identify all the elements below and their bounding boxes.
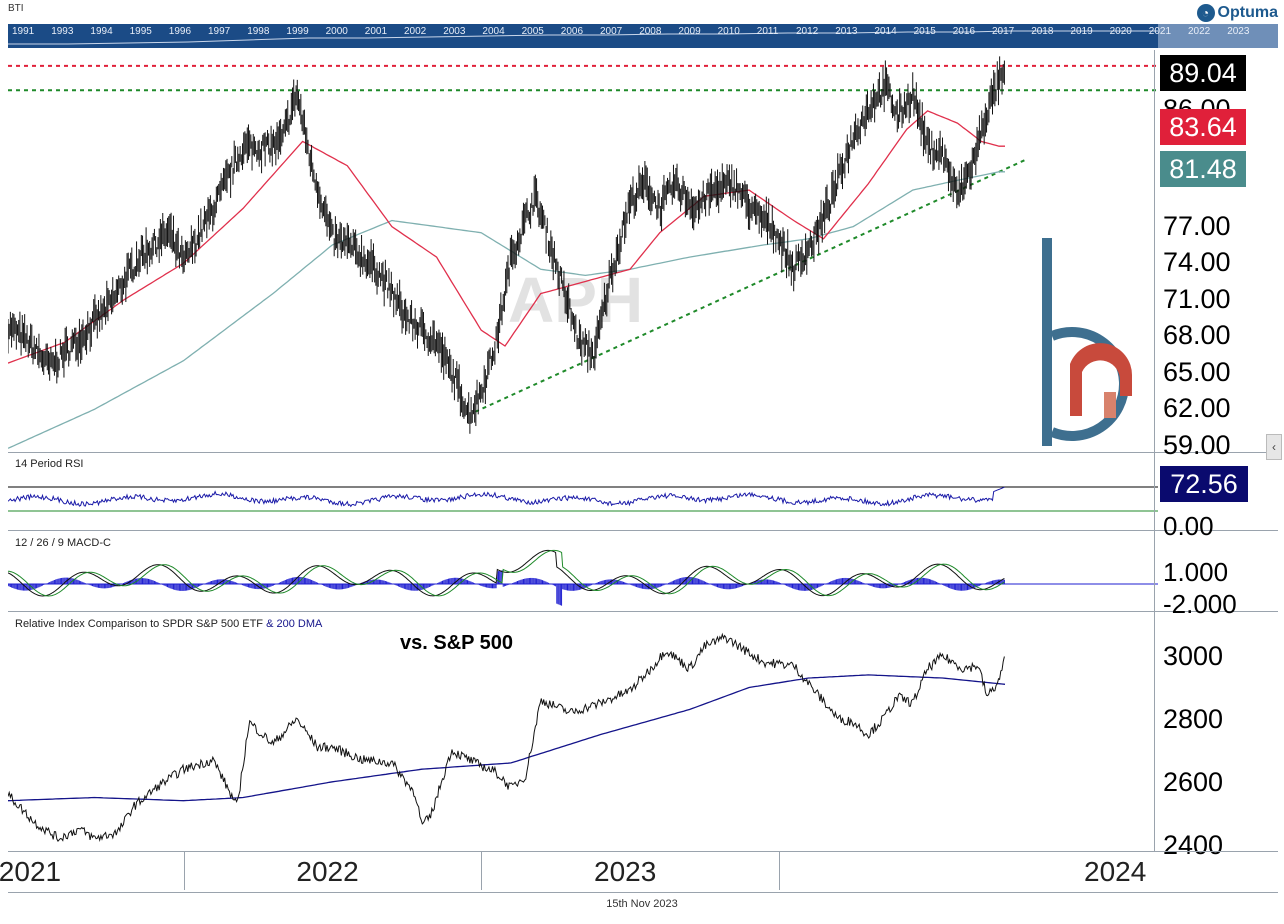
overview-year-label: 2015 — [913, 26, 936, 37]
rsi-chart — [8, 486, 1158, 512]
ma-short-badge: 83.64 — [1160, 109, 1246, 145]
overview-year-label: 2011 — [756, 26, 779, 37]
price-bars — [8, 56, 1005, 434]
overview-year-label: 2020 — [1109, 26, 1132, 37]
support-trendline — [474, 158, 1027, 413]
price-tick-label: 65.00 — [1163, 356, 1231, 387]
macd-label: 12 / 26 / 9 MACD-C — [15, 537, 111, 549]
overview-history-line — [8, 30, 1158, 45]
overview-year-label: 2012 — [796, 26, 819, 37]
brand-name: Optuma — [1217, 4, 1278, 21]
macd-line — [8, 549, 1005, 597]
relative-ratio-line — [8, 632, 1005, 842]
overview-future-region — [1158, 24, 1278, 48]
overview-year-label: 2009 — [678, 26, 701, 37]
x-axis-year-label: 2024 — [1084, 856, 1147, 887]
rsi-label: 14 Period RSI — [15, 458, 84, 470]
overview-year-label: 2018 — [1031, 26, 1054, 37]
rsi-value-badge: 72.56 — [1160, 466, 1248, 502]
overview-year-label: 2019 — [1070, 26, 1093, 37]
relative-tick-label: 3000 — [1163, 641, 1224, 672]
overview-timeline[interactable]: 1991 1993 1994 1995 1996 1997 1998 1999 2000 2001… — [8, 24, 1278, 48]
x-axis-year-label: 2021 — [0, 856, 62, 887]
watermark-brand-icon — [1042, 238, 1133, 446]
overview-year-label: 1993 — [51, 26, 74, 37]
overview-year-label: 2002 — [404, 26, 427, 37]
overview-year-label: 2003 — [443, 26, 466, 37]
x-axis-divider — [778, 852, 780, 890]
overview-year-label: 2006 — [560, 26, 584, 37]
overview-year-label: 2007 — [600, 26, 623, 37]
footer-date: 15th Nov 2023 — [606, 898, 678, 910]
overview-year-label: 2022 — [1188, 26, 1211, 37]
overview-year-label: 1994 — [90, 26, 113, 37]
overview-year-label: 2010 — [717, 26, 740, 37]
optuma-logo: ◔ Optuma — [1196, 2, 1278, 24]
overview-year-label: 1991 — [12, 26, 35, 37]
overview-year-label: 2008 — [639, 26, 662, 37]
price-panel[interactable]: APH — [8, 50, 1278, 453]
overview-year-label: 2014 — [874, 26, 897, 37]
y-axis-divider — [1154, 50, 1155, 851]
optuma-logo-icon: ◔ — [1196, 4, 1215, 22]
x-axis-year-label: 2023 — [594, 856, 657, 887]
ma-long-badge: 81.48 — [1160, 151, 1246, 187]
overview-year-label: 2021 — [1148, 26, 1172, 37]
price-tick-label: 71.00 — [1163, 283, 1231, 314]
relative-annotation: vs. S&P 500 — [400, 632, 514, 654]
collapse-panel-button[interactable]: ‹ — [1266, 434, 1282, 460]
relative-tick-label: 2600 — [1163, 766, 1224, 797]
ma-short-line — [8, 110, 1005, 364]
relative-label-text: Relative Index Comparison to SPDR S&P 50… — [15, 618, 264, 630]
relative-panel[interactable]: Relative Index Comparison to SPDR S&P 50… — [8, 612, 1278, 852]
x-axis-divider — [183, 852, 185, 890]
relative-tick-label: 2800 — [1163, 703, 1224, 734]
x-axis — [8, 851, 1278, 893]
overview-year-label: 2001 — [364, 26, 388, 37]
overview-year-label: 1998 — [247, 26, 270, 37]
relative-chart — [8, 632, 1006, 842]
macd-signal-line — [8, 549, 1005, 597]
price-tick-label: 62.00 — [1163, 393, 1231, 424]
overview-year-label: 1996 — [168, 26, 192, 37]
relative-ma-line — [8, 674, 1006, 802]
overview-year-label: 2004 — [482, 26, 505, 37]
x-axis-divider — [481, 852, 483, 890]
overview-year-label: 1995 — [129, 26, 152, 37]
price-tick-label: 77.00 — [1163, 210, 1231, 241]
overview-year-label: 2000 — [325, 26, 348, 37]
overview-year-label: 2017 — [992, 26, 1015, 37]
macd-tick-0: 1.000 — [1163, 557, 1229, 587]
relative-tick-label: 2400 — [1163, 829, 1224, 860]
rsi-line — [8, 486, 1005, 508]
price-tick-label: 74.00 — [1163, 247, 1231, 278]
overview-year-label: 1997 — [208, 26, 231, 37]
rsi-tick-0: 0.00 — [1163, 511, 1214, 541]
instrument-code: BTI — [8, 3, 24, 14]
x-axis-year-label: 2022 — [296, 856, 359, 887]
last-price-badge: 89.04 — [1160, 55, 1246, 91]
overview-year-label: 1999 — [286, 26, 309, 37]
price-tick-label: 68.00 — [1163, 320, 1231, 351]
relative-label: Relative Index Comparison to SPDR S&P 50… — [15, 618, 322, 630]
macd-tick-1: -2.000 — [1163, 589, 1237, 619]
price-chart: APH — [8, 56, 1158, 449]
macd-panel[interactable]: 12 / 26 / 9 MACD-C — [8, 531, 1278, 612]
macd-chart — [8, 549, 1158, 606]
rsi-panel[interactable]: 14 Period RSI — [8, 453, 1278, 531]
relative-label-suffix: & 200 DMA — [266, 618, 323, 630]
overview-year-label: 2023 — [1227, 26, 1250, 37]
ma-long-line — [8, 171, 1005, 449]
overview-year-label: 2005 — [521, 26, 544, 37]
overview-year-label: 2013 — [835, 26, 858, 37]
overview-year-label: 2016 — [952, 26, 976, 37]
price-tick-label: 59.00 — [1163, 429, 1231, 460]
